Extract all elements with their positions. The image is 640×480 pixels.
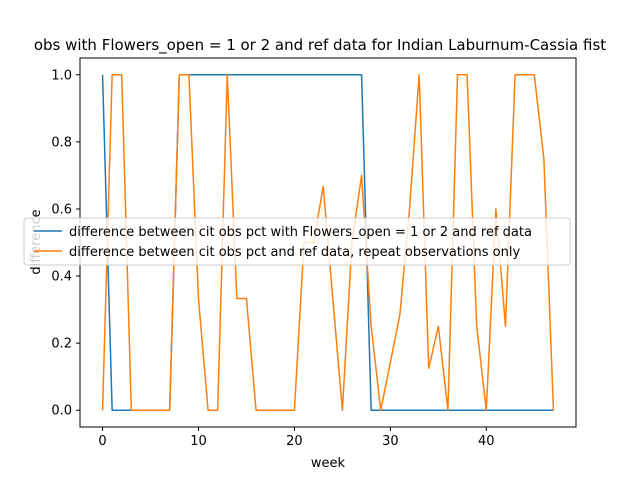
y-tick-label: 0.2 (51, 337, 72, 352)
y-tick-label: 0.6 (51, 202, 72, 217)
legend-box (23, 217, 571, 266)
y-tick-label: 1.0 (51, 68, 72, 83)
y-tick-label: 0.4 (51, 270, 72, 285)
legend-label-series-2: difference between cit obs pct and ref d… (69, 245, 520, 260)
chart-title: obs with Flowers_open = 1 or 2 and ref d… (34, 36, 606, 55)
x-tick-label: 30 (382, 434, 399, 449)
x-tick-label: 0 (98, 434, 106, 449)
legend: difference between cit obs pct with Flow… (23, 217, 571, 266)
y-tick-label: 0.0 (51, 404, 72, 419)
x-axis-label: week (311, 456, 346, 471)
ticks-layer: 0 10 20 30 40 0.0 0.2 0.4 0.6 0.8 1.0 (51, 68, 494, 449)
x-tick-label: 10 (190, 434, 207, 449)
x-tick-label: 40 (478, 434, 495, 449)
legend-label-series-1: difference between cit obs pct with Flow… (69, 225, 532, 240)
x-tick-label: 20 (286, 434, 303, 449)
y-tick-label: 0.8 (51, 135, 72, 150)
